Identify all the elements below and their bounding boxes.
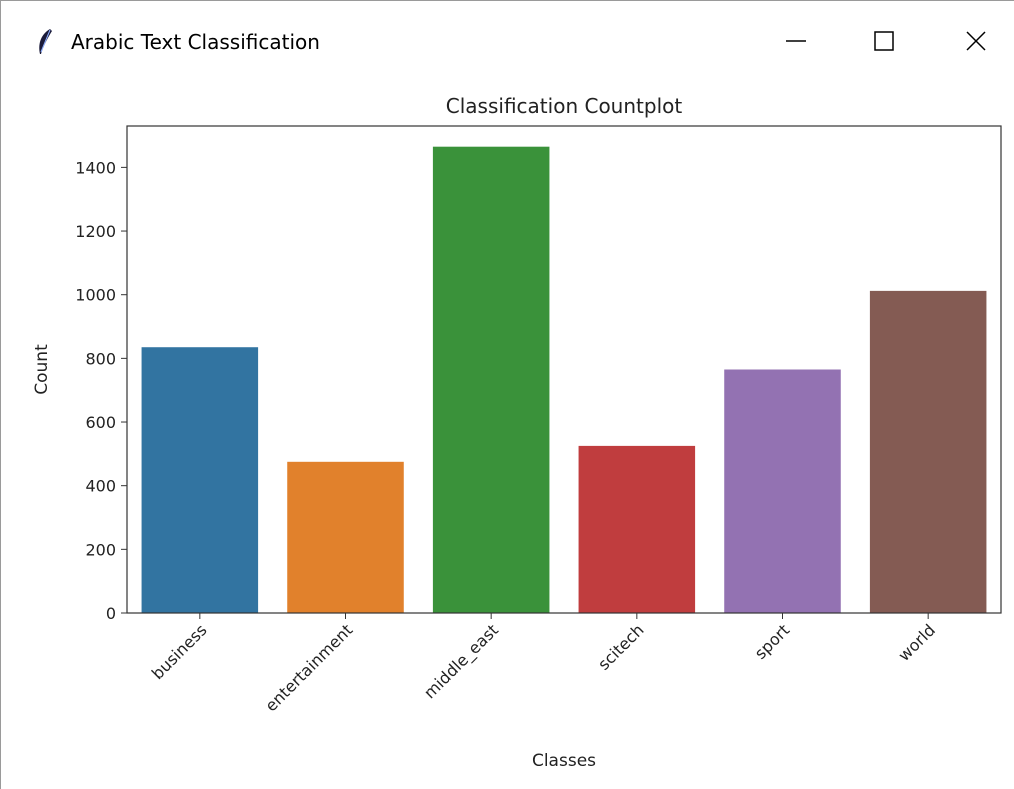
maximize-button[interactable] [861,23,907,59]
bar-business [141,347,259,613]
x-tick-label: sport [751,620,794,663]
bar-scitech [578,445,696,613]
minimize-button[interactable] [773,23,819,59]
y-tick-label: 1200 [75,222,116,241]
bar-world [869,290,987,613]
y-tick-label: 400 [85,477,116,496]
x-tick-label: business [148,620,211,683]
bar-middle_east [432,146,550,613]
bar-sport [724,369,841,613]
maximize-icon [874,31,894,51]
x-tick-label: middle_east [420,620,503,703]
plot-frame [126,125,1002,614]
x-tick-label: entertainment [261,620,356,715]
y-tick-label: 1000 [75,286,116,305]
y-tick-label: 1400 [75,158,116,177]
close-icon [966,31,986,51]
y-tick-label: 600 [85,413,116,432]
bar-entertainment [287,461,404,613]
x-axis-label: Classes [532,751,596,771]
y-tick-label: 800 [85,349,116,368]
y-tick-label: 0 [106,604,116,623]
title-bar[interactable]: Arabic Text Classification [1,1,1014,81]
feather-icon [39,29,52,54]
close-button[interactable] [953,23,999,59]
x-tick-label: scitech [594,620,647,673]
minimize-icon [786,40,806,42]
y-axis-label: Count [32,344,52,395]
x-tick-label: world [894,620,939,665]
y-tick-label: 200 [85,540,116,559]
window-title: Arabic Text Classification [71,30,320,54]
chart-title: Classification Countplot [446,94,683,118]
